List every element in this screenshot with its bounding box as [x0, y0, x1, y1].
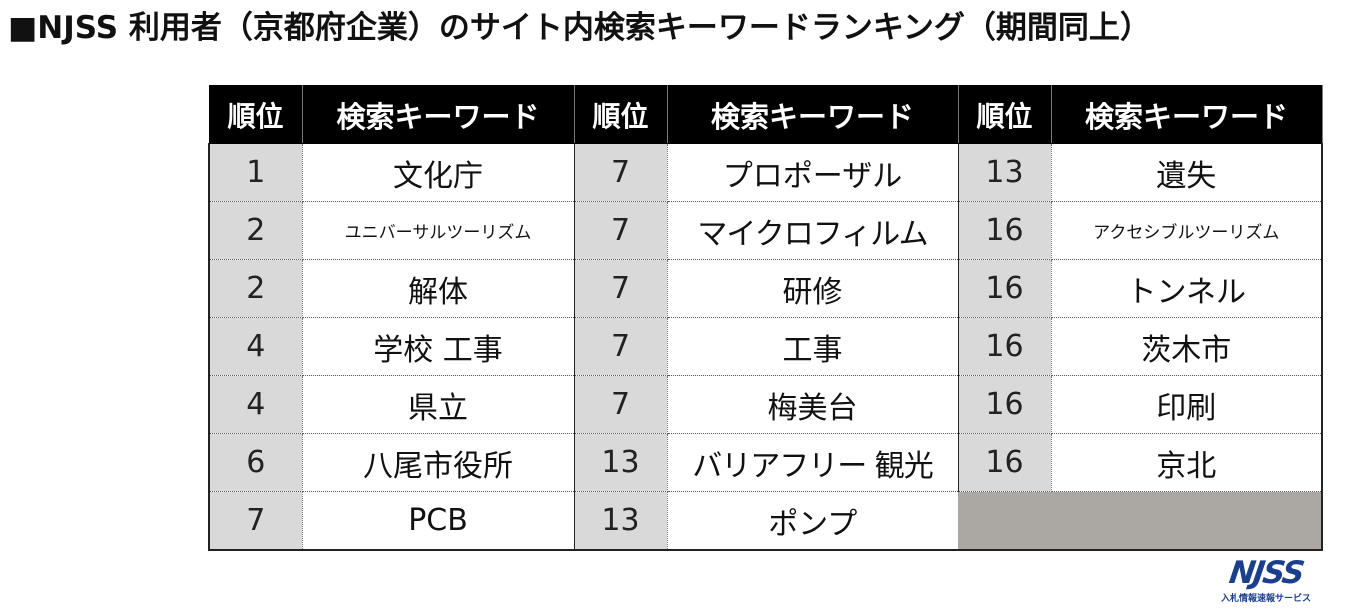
keyword-cell: 文化庁: [302, 143, 574, 202]
rank-cell: 7: [573, 259, 668, 318]
rank-cell: 4: [208, 375, 303, 434]
rank-cell: 16: [957, 375, 1052, 434]
rank-cell: 7: [573, 143, 668, 202]
rank-cell: 16: [957, 433, 1052, 492]
table-row: 2 ユニバーサルツーリズム 7 マイクロフィルム 16 アクセシブルツーリズム: [208, 201, 1323, 260]
table-row: 4 学校 工事 7 工事 16 茨木市: [208, 317, 1323, 376]
rank-cell: 16: [957, 259, 1052, 318]
keyword-cell: アクセシブルツーリズム: [1051, 201, 1323, 260]
keyword-cell: ユニバーサルツーリズム: [302, 201, 574, 260]
table-header-row: 順位 検索キーワード 順位 検索キーワード 順位 検索キーワード: [208, 85, 1323, 144]
rank-cell: 1: [208, 143, 303, 202]
keyword-cell: 印刷: [1051, 375, 1323, 434]
keyword-cell: バリアフリー 観光: [667, 433, 958, 492]
rank-cell: 7: [573, 201, 668, 260]
keyword-cell: プロポーザル: [667, 143, 958, 202]
njss-logo: NJSS 入札情報速報サービス: [1206, 555, 1326, 608]
keyword-cell: 遺失: [1051, 143, 1323, 202]
rank-cell: 2: [208, 259, 303, 318]
rank-cell: 16: [957, 317, 1052, 376]
rank-cell: 13: [573, 491, 668, 551]
keyword-header: 検索キーワード: [666, 85, 959, 144]
keyword-cell: ポンプ: [667, 491, 958, 551]
keyword-cell: 研修: [667, 259, 958, 318]
table-row: 2 解体 7 研修 16 トンネル: [208, 259, 1323, 318]
rank-cell: 13: [957, 143, 1052, 202]
keyword-cell: 梅美台: [667, 375, 958, 434]
keyword-cell: PCB: [302, 491, 574, 551]
table-row: 1 文化庁 7 プロポーザル 13 遺失: [208, 143, 1323, 202]
rank-cell: 2: [208, 201, 303, 260]
rank-cell: 16: [957, 201, 1052, 260]
keyword-cell: 県立: [302, 375, 574, 434]
rank-header: 順位: [957, 85, 1052, 144]
rank-header: 順位: [573, 85, 668, 144]
keyword-cell: 学校 工事: [302, 317, 574, 376]
logo-mark: NJSS: [1226, 555, 1306, 591]
keyword-header: 検索キーワード: [1050, 85, 1323, 144]
keyword-cell: 茨木市: [1051, 317, 1323, 376]
table-row: 6 八尾市役所 13 バリアフリー 観光 16 京北: [208, 433, 1323, 492]
keyword-cell: 八尾市役所: [302, 433, 574, 492]
keyword-cell: 工事: [667, 317, 958, 376]
rank-cell: 13: [573, 433, 668, 492]
keyword-header: 検索キーワード: [301, 85, 575, 144]
table-row: 7 PCB 13 ポンプ: [208, 491, 1323, 551]
rank-header: 順位: [208, 85, 303, 144]
empty-cell: [958, 491, 1051, 551]
rank-cell: 7: [573, 375, 668, 434]
keyword-ranking-table: 順位 検索キーワード 順位 検索キーワード 順位 検索キーワード 1 文化庁 7…: [208, 85, 1323, 551]
empty-cell: [1051, 491, 1323, 551]
rank-cell: 7: [573, 317, 668, 376]
rank-cell: 4: [208, 317, 303, 376]
logo-tagline: 入札情報速報サービス: [1220, 594, 1311, 604]
keyword-cell: 解体: [302, 259, 574, 318]
rank-cell: 6: [208, 433, 303, 492]
keyword-cell: 京北: [1051, 433, 1323, 492]
page-title: ■NJSS 利用者（京都府企業）のサイト内検索キーワードランキング（期間同上）: [8, 10, 1151, 46]
table-row: 4 県立 7 梅美台 16 印刷: [208, 375, 1323, 434]
keyword-cell: マイクロフィルム: [667, 201, 958, 260]
rank-cell: 7: [208, 491, 303, 551]
keyword-cell: トンネル: [1051, 259, 1323, 318]
